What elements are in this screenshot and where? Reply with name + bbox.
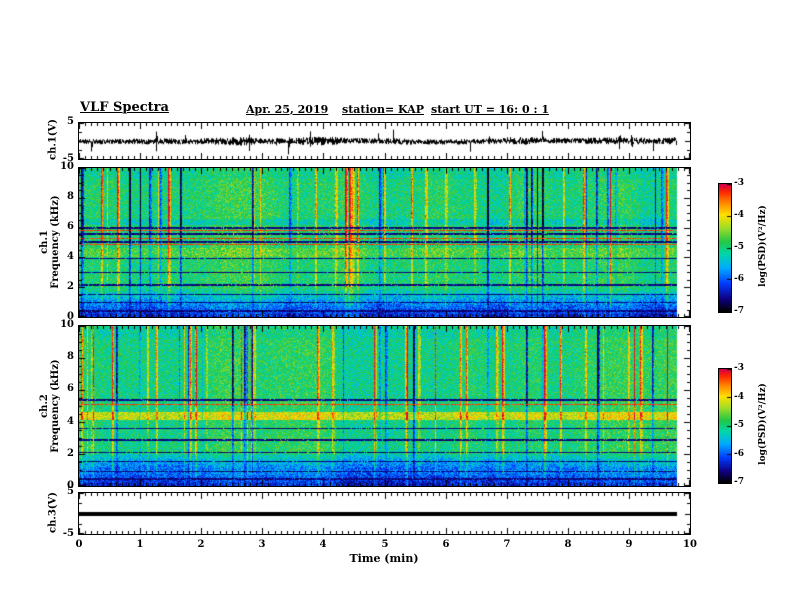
x-tick-label: 5 — [381, 539, 389, 550]
y-tick-label: 8 — [67, 351, 74, 362]
colorbar-ch2-gradient — [719, 369, 731, 483]
x-tick-label: 10 — [683, 539, 697, 550]
y-tick-label: 5 — [67, 116, 74, 127]
x-tick-label: 9 — [625, 539, 633, 550]
colorbar-tick-label: -4 — [734, 210, 744, 220]
ch2-spectrogram-panel — [78, 325, 691, 487]
y-tick-label: 4 — [67, 416, 74, 427]
x-axis-label: Time (min) — [349, 552, 419, 565]
x-tick-label: 1 — [136, 539, 144, 550]
figure-title: VLF Spectra — [80, 100, 169, 115]
ch1-voltage-panel — [78, 122, 691, 160]
y-tick-label: 0 — [67, 480, 74, 491]
y-tick-label: -5 — [62, 528, 74, 539]
x-tick-label: 2 — [197, 539, 205, 550]
colorbar-tick-label: -6 — [734, 449, 744, 459]
colorbar-tick-label: -4 — [734, 392, 744, 402]
colorbar-tick-label: -6 — [734, 274, 744, 284]
ch2-spectrogram-canvas — [79, 326, 690, 486]
x-tick-label: 7 — [503, 539, 511, 550]
x-tick-label: 4 — [319, 539, 327, 550]
y-tick-label: 10 — [60, 319, 74, 330]
ch1-waveform-canvas — [79, 123, 690, 159]
colorbar-ch2-label: log(PSD)(V²/Hz) — [758, 383, 768, 465]
colorbar-tick-label: -5 — [734, 242, 744, 252]
start-ut-label: start UT = 16: 0 : 1 — [431, 103, 549, 116]
y-tick-label: 6 — [67, 221, 74, 232]
colorbar-ch2 — [718, 368, 732, 484]
x-tick-label: 3 — [258, 539, 266, 550]
colorbar-tick-label: -7 — [734, 477, 744, 487]
ch1-spectrogram-canvas — [79, 168, 690, 317]
y-tick-label: 10 — [60, 161, 74, 172]
colorbar-ch1-gradient — [719, 184, 731, 312]
ch1-frequency-axis-label: ch.1 Frequency (kHz) — [39, 167, 61, 317]
y-tick-label: -5 — [62, 153, 74, 164]
x-tick-label: 0 — [75, 539, 83, 550]
axis-label-channel: ch.1 — [39, 230, 50, 254]
ch3-voltage-panel — [78, 492, 691, 535]
colorbar-tick-label: -3 — [734, 178, 744, 188]
x-tick-label: 6 — [442, 539, 450, 550]
y-tick-label: 8 — [67, 191, 74, 202]
y-tick-label: 6 — [67, 383, 74, 394]
ch3-flatline-canvas — [79, 493, 690, 534]
y-tick-label: 2 — [67, 281, 74, 292]
y-tick-label: 4 — [67, 251, 74, 262]
colorbar-tick-label: -3 — [734, 363, 744, 373]
x-tick-label: 8 — [564, 539, 572, 550]
y-tick-label: 0 — [67, 311, 74, 322]
colorbar-ch1 — [718, 183, 732, 313]
colorbar-tick-label: -7 — [734, 306, 744, 316]
colorbar-ch1-label: log(PSD)(V²/Hz) — [758, 205, 768, 287]
ch3-voltage-axis-label: ch.3(V) — [48, 438, 59, 588]
station-label: station= KAP — [342, 103, 424, 116]
y-tick-label: 5 — [67, 486, 74, 497]
figure-date: Apr. 25, 2019 — [246, 103, 329, 116]
ch1-spectrogram-panel — [78, 167, 691, 318]
axis-label-text: ch.3(V) — [47, 491, 59, 534]
axis-label-frequency: Frequency (kHz) — [50, 195, 61, 289]
y-tick-label: 2 — [67, 448, 74, 459]
colorbar-tick-label: -5 — [734, 420, 744, 430]
